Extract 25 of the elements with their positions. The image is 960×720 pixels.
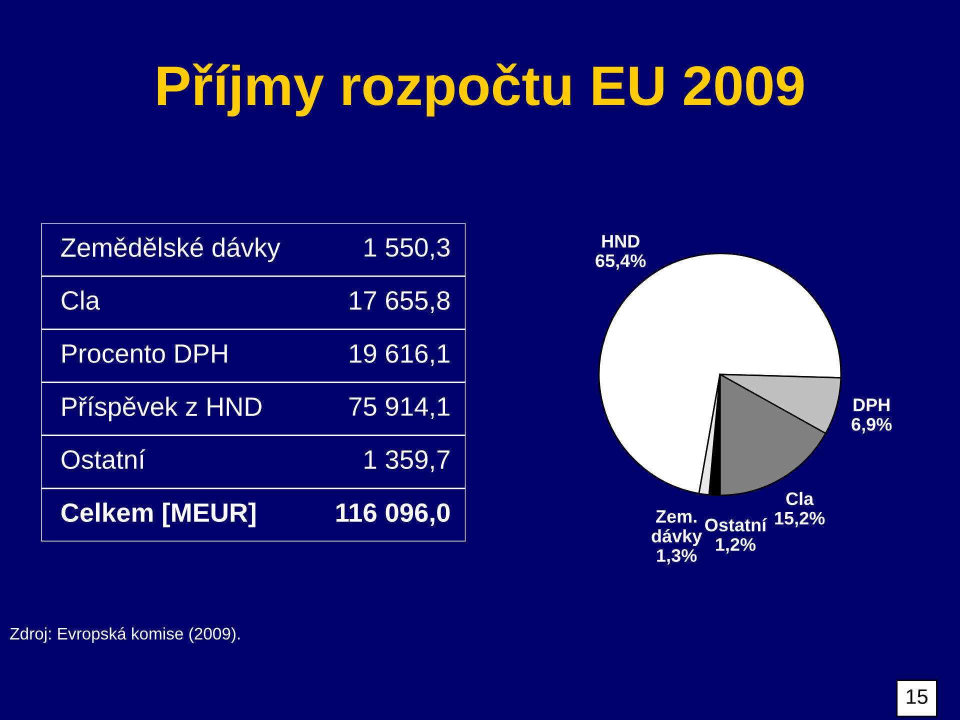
- slice-label: Cla: [786, 492, 814, 506]
- category-label: Ostatní: [62, 449, 146, 469]
- text: 116 096,0: [336, 503, 450, 526]
- slice-label: Zem. dávky: [652, 510, 702, 546]
- data-label: 6,9%: [852, 418, 892, 434]
- text: Zdroj: Evropská komise (2009).: [10, 627, 240, 643]
- text: Příjmy rozpočtu EU 2009: [158, 64, 804, 116]
- data-label: 1,3%: [657, 549, 697, 565]
- category-label: Zemědělské dávky: [61, 237, 280, 262]
- category-label: Příspěvek z HND: [62, 396, 262, 422]
- text: 15: [906, 689, 928, 704]
- text: 17 655,8: [350, 291, 450, 313]
- data-label: 15,2%: [775, 512, 825, 528]
- slice-label: DPH: [854, 398, 890, 412]
- text: 1 359,7: [364, 450, 450, 472]
- category-label: Procento DPH: [62, 344, 227, 363]
- category-label: Cla: [62, 290, 100, 310]
- text: 1 550,3: [364, 238, 450, 260]
- slice-label: Ostatní: [705, 518, 768, 532]
- text: 19 616,1: [350, 344, 450, 366]
- data-label: 65,4%: [596, 254, 646, 270]
- slice-label: HND: [602, 235, 640, 248]
- category-label: Celkem [MEUR]: [61, 502, 256, 528]
- data-label: 1,2%: [716, 538, 756, 554]
- text: 75 914,1: [349, 397, 450, 420]
